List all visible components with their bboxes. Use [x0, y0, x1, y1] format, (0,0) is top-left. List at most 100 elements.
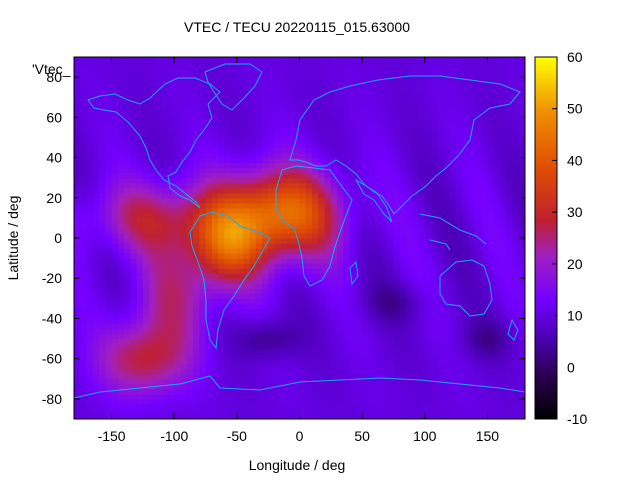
- heatmap-cell: [512, 217, 520, 224]
- heatmap-cell: [362, 293, 369, 299]
- heatmap-cell: [493, 343, 501, 350]
- heatmap-cell: [92, 137, 100, 144]
- heatmap-cell: [337, 408, 344, 415]
- heatmap-cell: [280, 358, 288, 365]
- heatmap-cell: [437, 258, 445, 264]
- heatmap-cell: [424, 258, 432, 264]
- heatmap-cell: [161, 313, 169, 320]
- heatmap-cell: [180, 77, 188, 83]
- heatmap-cell: [431, 408, 438, 415]
- heatmap-cell: [318, 112, 326, 118]
- heatmap-cell: [255, 102, 263, 108]
- heatmap-cell: [412, 348, 420, 355]
- heatmap-cell: [449, 333, 457, 340]
- heatmap-cell: [249, 122, 257, 128]
- heatmap-cell: [80, 328, 88, 335]
- heatmap-cell: [437, 197, 445, 204]
- heatmap-cell: [268, 87, 276, 93]
- heatmap-cell: [506, 197, 514, 204]
- heatmap-cell: [368, 227, 376, 234]
- heatmap-cell: [124, 388, 131, 395]
- heatmap-cell: [117, 122, 125, 128]
- heatmap-cell: [506, 152, 514, 159]
- heatmap-cell: [161, 172, 169, 179]
- heatmap-cell: [86, 202, 94, 209]
- heatmap-cell: [274, 298, 282, 304]
- heatmap-cell: [161, 333, 169, 340]
- heatmap-cell: [199, 298, 207, 304]
- heatmap-cell: [167, 167, 175, 174]
- heatmap-cell: [312, 368, 319, 375]
- heatmap-cell: [230, 253, 238, 259]
- heatmap-cell: [518, 157, 525, 164]
- heatmap-cell: [305, 227, 313, 234]
- heatmap-cell: [299, 117, 307, 123]
- heatmap-cell: [280, 142, 288, 149]
- heatmap-cell: [399, 187, 407, 194]
- heatmap-cell: [111, 338, 119, 345]
- heatmap-cell: [330, 303, 338, 309]
- heatmap-cell: [324, 72, 332, 78]
- heatmap-cell: [499, 122, 507, 128]
- heatmap-cell: [80, 157, 88, 164]
- heatmap-cell: [387, 388, 395, 395]
- heatmap-cell: [443, 217, 451, 224]
- heatmap-cell: [268, 238, 276, 244]
- heatmap-cell: [337, 388, 344, 395]
- heatmap-cell: [130, 333, 138, 340]
- heatmap-cell: [224, 112, 232, 118]
- heatmap-cell: [130, 142, 138, 149]
- heatmap-cell: [167, 248, 175, 254]
- heatmap-cell: [431, 232, 438, 239]
- heatmap-cell: [330, 102, 338, 108]
- heatmap-cell: [412, 197, 420, 204]
- heatmap-cell: [487, 82, 495, 88]
- heatmap-cell: [399, 142, 407, 149]
- heatmap-cell: [155, 398, 163, 405]
- heatmap-cell: [343, 77, 351, 83]
- heatmap-cell: [349, 238, 357, 244]
- heatmap-cell: [343, 253, 351, 259]
- heatmap-cell: [243, 132, 250, 139]
- heatmap-cell: [437, 212, 445, 219]
- heatmap-cell: [393, 137, 401, 144]
- heatmap-cell: [211, 248, 219, 254]
- heatmap-cell: [142, 338, 150, 345]
- heatmap-cell: [424, 278, 432, 284]
- heatmap-cell: [355, 338, 363, 345]
- heatmap-cell: [180, 303, 188, 309]
- heatmap-cell: [205, 238, 213, 244]
- heatmap-cell: [481, 227, 489, 234]
- heatmap-cell: [149, 82, 157, 88]
- heatmap-cell: [399, 92, 407, 98]
- heatmap-cell: [343, 323, 351, 330]
- heatmap-cell: [261, 157, 269, 164]
- heatmap-cell: [318, 92, 326, 98]
- heatmap-cell: [512, 142, 520, 149]
- heatmap-cell: [512, 102, 520, 108]
- heatmap-cell: [224, 132, 232, 139]
- heatmap-cell: [330, 217, 338, 224]
- heatmap-cell: [117, 328, 125, 335]
- heatmap-cell: [86, 268, 94, 274]
- heatmap-cell: [337, 263, 344, 269]
- heatmap-cell: [493, 268, 501, 274]
- heatmap-cell: [199, 293, 207, 299]
- heatmap-cell: [105, 308, 113, 315]
- heatmap-cell: [142, 122, 150, 128]
- heatmap-cell: [380, 388, 388, 395]
- heatmap-cell: [186, 328, 194, 335]
- heatmap-cell: [299, 353, 307, 360]
- heatmap-cell: [80, 368, 88, 375]
- heatmap-cell: [312, 222, 319, 229]
- heatmap-cell: [324, 97, 332, 103]
- heatmap-cell: [249, 293, 257, 299]
- heatmap-cell: [193, 97, 200, 103]
- heatmap-cell: [299, 348, 307, 355]
- heatmap-cell: [274, 142, 282, 149]
- heatmap-cell: [86, 182, 94, 189]
- heatmap-cell: [355, 408, 363, 415]
- heatmap-cell: [124, 232, 131, 239]
- heatmap-cell: [268, 308, 276, 315]
- heatmap-cell: [474, 102, 482, 108]
